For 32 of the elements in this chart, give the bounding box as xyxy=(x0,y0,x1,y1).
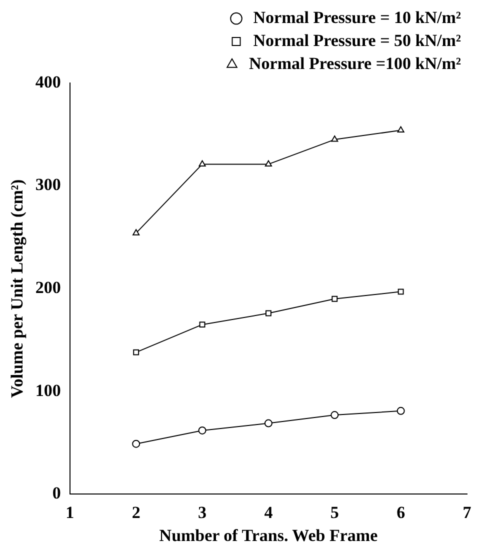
x-tick-label: 1 xyxy=(66,502,74,522)
x-tick-label: 6 xyxy=(396,502,406,522)
point xyxy=(198,426,206,434)
legend-label: Normal Pressure = 50 kN/m² xyxy=(253,30,462,50)
x-tick-label: 5 xyxy=(330,502,339,522)
point xyxy=(396,406,405,415)
x-tick-label: 4 xyxy=(264,502,274,522)
legend-label: Normal Pressure = 10 kN/m² xyxy=(253,8,462,27)
x-tick-label: 7 xyxy=(462,502,472,522)
x-tick-label: 2 xyxy=(132,502,140,522)
legend-label: Normal Pressure =100 kN/m² xyxy=(249,54,462,73)
point xyxy=(265,310,272,316)
point xyxy=(198,160,206,166)
y-tick-label: 0 xyxy=(52,484,61,503)
point xyxy=(132,440,140,448)
point xyxy=(264,419,272,428)
y-axis-title: Volume per Unit Length (cm²) xyxy=(8,179,27,398)
x-tick-label: 3 xyxy=(198,502,207,522)
point xyxy=(331,136,338,142)
y-tick-label: 200 xyxy=(35,278,61,297)
point xyxy=(133,349,140,356)
x-axis-title: Number of Trans. Web Frame xyxy=(159,526,378,546)
point xyxy=(330,411,339,420)
y-tick-label: 400 xyxy=(35,72,61,92)
point xyxy=(332,296,338,302)
y-tick-label: 300 xyxy=(35,175,61,194)
point xyxy=(398,288,404,295)
point xyxy=(132,229,140,236)
point xyxy=(264,160,272,166)
y-tick-label: 100 xyxy=(35,380,61,400)
point xyxy=(199,322,206,328)
point xyxy=(397,126,404,133)
